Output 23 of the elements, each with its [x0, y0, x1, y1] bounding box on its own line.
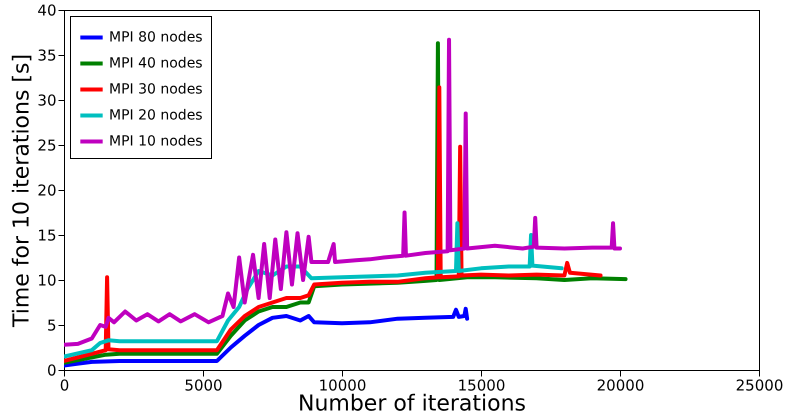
legend-label: MPI 20 nodes	[109, 108, 203, 124]
y-axis-title: Time for 10 iterations [s]	[9, 54, 34, 328]
y-tick-label: 10	[37, 272, 56, 290]
x-tick-label: 25000	[736, 376, 784, 394]
x-tick-label: 15000	[458, 376, 506, 394]
y-tick-label: 30	[37, 92, 56, 110]
y-tick-label: 35	[37, 46, 56, 64]
legend-label: MPI 80 nodes	[109, 30, 203, 46]
legend-label: MPI 10 nodes	[109, 134, 203, 150]
x-tick-label: 5000	[184, 376, 223, 394]
legend-label: MPI 30 nodes	[109, 82, 203, 98]
line-series	[64, 306, 470, 368]
y-tick-label: 40	[37, 2, 56, 20]
legend-label: MPI 40 nodes	[109, 56, 203, 72]
x-tick-label: 10000	[318, 376, 366, 394]
y-tick-label: 0	[46, 362, 56, 380]
y-tick-label: 20	[37, 182, 56, 200]
x-tick-label: 20000	[596, 376, 644, 394]
y-tick-label: 25	[37, 136, 56, 154]
x-tick-label: 0	[60, 376, 70, 394]
y-tick-label: 5	[46, 316, 56, 334]
y-tick-label: 15	[37, 226, 56, 244]
x-axis-title: Number of iterations	[298, 392, 526, 416]
